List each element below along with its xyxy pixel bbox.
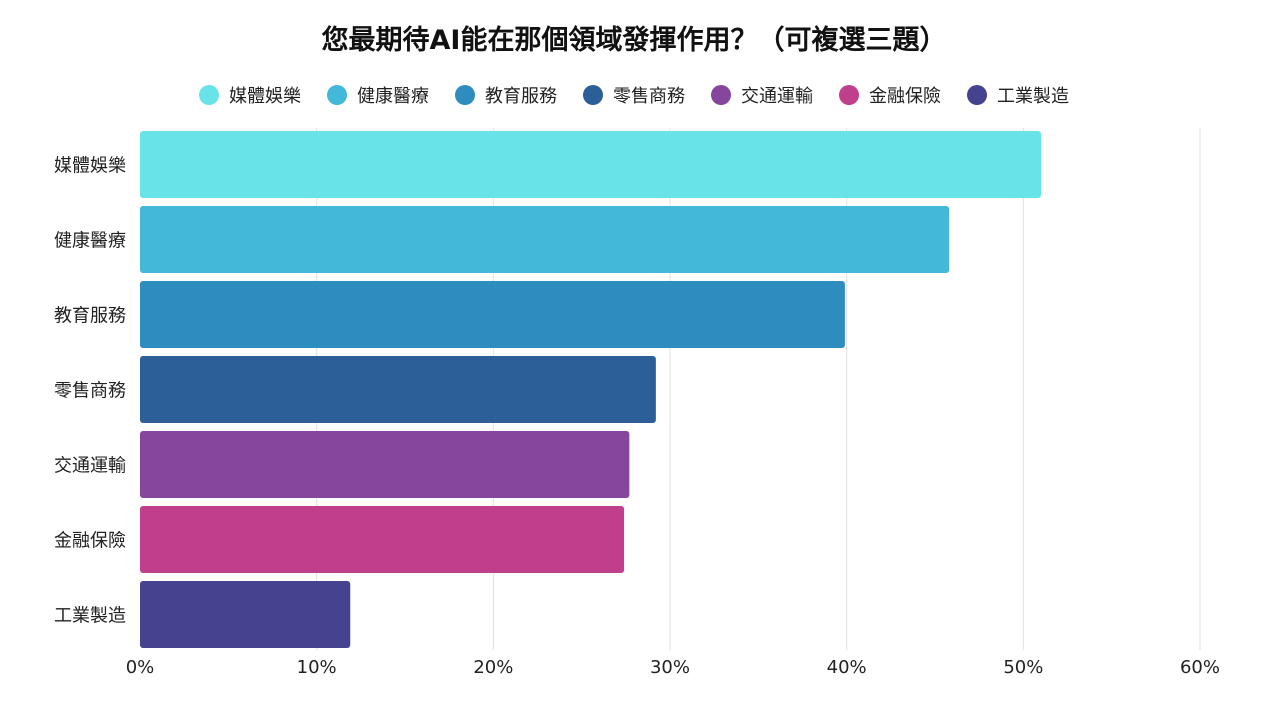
category-label: 零售商務 <box>54 381 126 402</box>
x-tick-label: 0% <box>126 657 155 678</box>
legend-swatch <box>327 85 347 105</box>
category-label: 工業製造 <box>54 606 126 627</box>
legend-swatch <box>455 85 475 105</box>
legend-item: 媒體娛樂 <box>199 82 301 108</box>
category-label: 健康醫療 <box>54 231 126 252</box>
bar <box>140 356 656 423</box>
legend-item: 教育服務 <box>455 82 557 108</box>
x-tick-label: 20% <box>473 657 513 678</box>
legend-item: 工業製造 <box>967 82 1069 108</box>
x-tick-label: 50% <box>1003 657 1043 678</box>
bar <box>140 281 845 348</box>
legend-label: 零售商務 <box>613 86 685 107</box>
legend-swatch <box>967 85 987 105</box>
x-tick-label: 40% <box>827 657 867 678</box>
category-label: 教育服務 <box>54 306 126 327</box>
legend-item: 零售商務 <box>583 82 685 108</box>
legend-swatch <box>199 85 219 105</box>
x-tick-label: 60% <box>1180 657 1220 678</box>
bar <box>140 206 950 273</box>
legend-label: 教育服務 <box>485 86 557 107</box>
x-tick-label: 10% <box>297 657 337 678</box>
bar <box>140 506 625 573</box>
legend-item: 金融保險 <box>839 82 941 108</box>
category-label: 媒體娛樂 <box>54 156 126 177</box>
legend-item: 健康醫療 <box>327 82 429 108</box>
bar <box>140 581 351 648</box>
category-label: 交通運輸 <box>54 456 126 477</box>
bars <box>140 131 1041 648</box>
bar <box>140 431 630 498</box>
chart-title: 您最期待AI能在那個領域發揮作用？（可複選三題） <box>321 25 947 56</box>
bar <box>140 131 1041 198</box>
legend-label: 金融保險 <box>869 86 941 107</box>
legend: 媒體娛樂 健康醫療 教育服務 零售商務 交通運輸 金融保險 工業製造 <box>0 80 1268 110</box>
x-tick-label: 30% <box>650 657 690 678</box>
legend-swatch <box>711 85 731 105</box>
legend-swatch <box>839 85 859 105</box>
category-label: 金融保險 <box>54 531 126 552</box>
legend-swatch <box>583 85 603 105</box>
legend-label: 工業製造 <box>997 86 1069 107</box>
x-axis-tick-labels: 0% 10% 20% 30% 40% 50% 60% <box>126 657 1220 678</box>
legend-label: 交通運輸 <box>741 86 813 107</box>
legend-label: 媒體娛樂 <box>229 86 301 107</box>
legend-item: 交通運輸 <box>711 82 813 108</box>
legend-label: 健康醫療 <box>357 86 429 107</box>
